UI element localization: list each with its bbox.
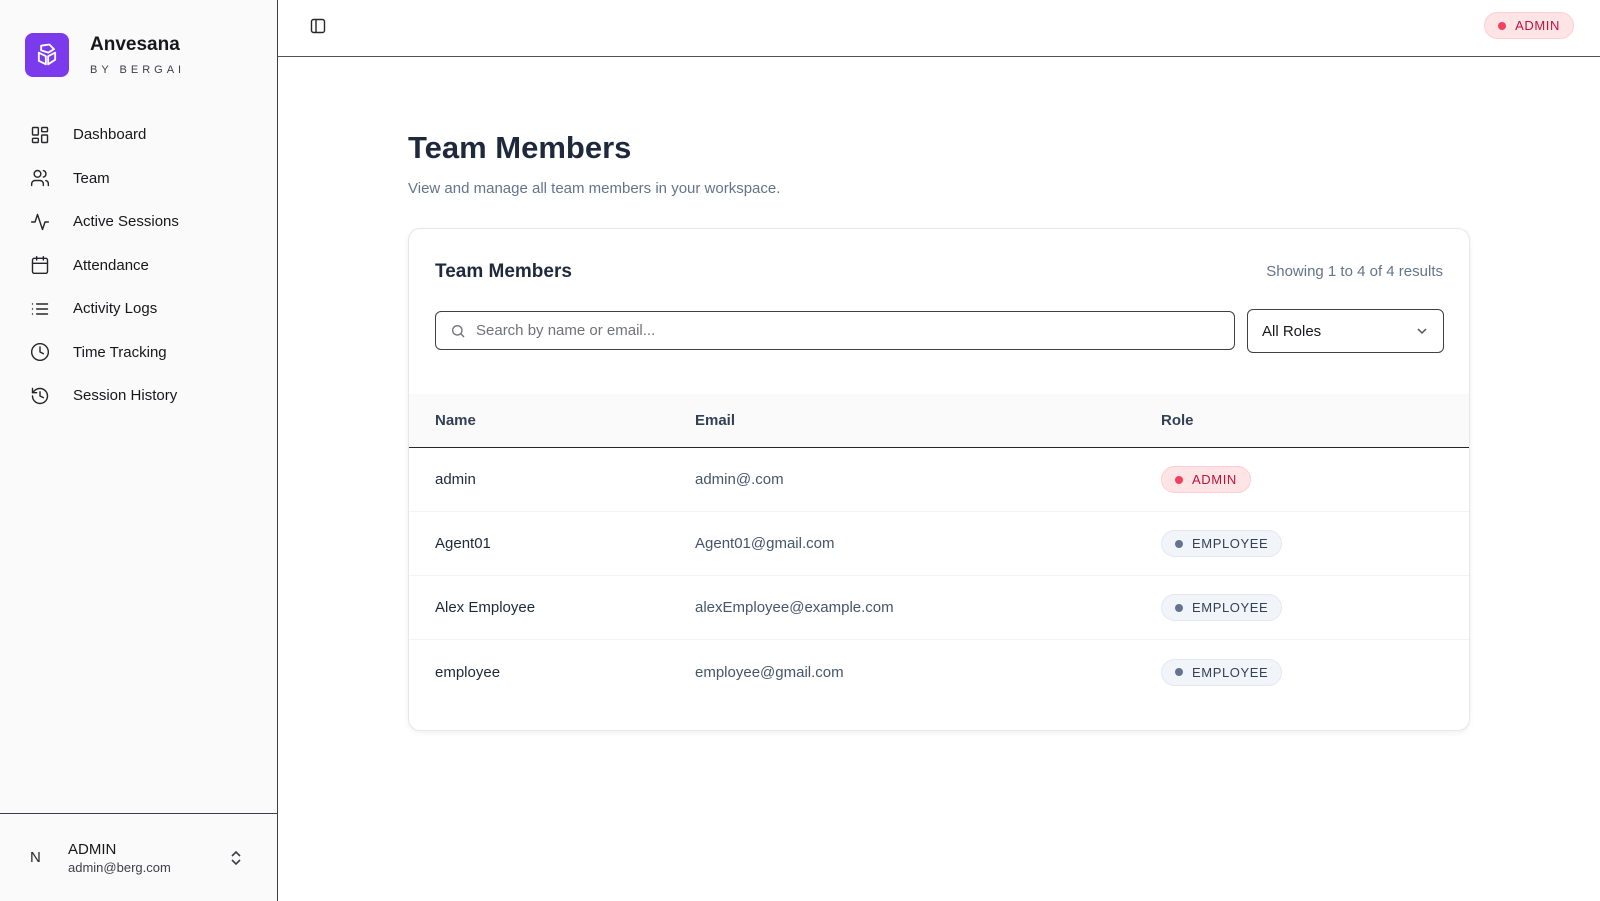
team-members-card: Team Members Showing 1 to 4 of 4 results… xyxy=(408,228,1470,731)
sidebar: Anvesana BY BERGAI Dashboard Team Active… xyxy=(0,0,278,901)
sidebar-item-label: Activity Logs xyxy=(73,300,158,318)
status-dot xyxy=(1175,475,1183,484)
sidebar-item-dashboard[interactable]: Dashboard xyxy=(0,113,277,157)
brand[interactable]: Anvesana BY BERGAI xyxy=(25,33,185,77)
status-dot xyxy=(1175,539,1183,548)
results-count: Showing 1 to 4 of 4 results xyxy=(1266,263,1443,280)
role-label: EMPLOYEE xyxy=(1192,536,1269,551)
sidebar-item-label: Dashboard xyxy=(73,126,147,144)
column-header-role[interactable]: Role xyxy=(1161,412,1194,429)
chevrons-up-down-icon[interactable] xyxy=(229,849,243,867)
role-badge: ADMIN xyxy=(1161,466,1251,493)
role-filter-select[interactable]: All Roles xyxy=(1247,309,1444,353)
member-name: Alex Employee xyxy=(435,599,536,616)
sidebar-item-label: Session History xyxy=(73,387,178,405)
member-name: Agent01 xyxy=(435,535,491,552)
search-icon xyxy=(452,324,465,337)
sidebar-item-team[interactable]: Team xyxy=(0,157,277,201)
brand-name: Anvesana xyxy=(90,34,180,55)
sidebar-item-time-tracking[interactable]: Time Tracking xyxy=(0,331,277,375)
page-subtitle: View and manage all team members in your… xyxy=(408,180,781,197)
sidebar-item-active-sessions[interactable]: Active Sessions xyxy=(0,200,277,244)
role-label: EMPLOYEE xyxy=(1192,664,1269,680)
sidebar-toggle-icon[interactable] xyxy=(310,18,326,34)
role-badge: EMPLOYEE xyxy=(1161,530,1283,557)
member-email: Agent01@gmail.com xyxy=(695,535,835,552)
users-icon xyxy=(30,170,50,187)
avatar: N xyxy=(30,849,41,866)
sidebar-item-activity-logs[interactable]: Activity Logs xyxy=(0,287,277,331)
table-row[interactable]: Agent01 Agent01@gmail.com EMPLOYEE xyxy=(409,512,1469,576)
table-row[interactable]: employee employee@gmail.com EMPLOYEE xyxy=(409,640,1469,704)
user-email: admin@berg.com xyxy=(68,859,171,875)
role-label: ADMIN xyxy=(1192,472,1237,487)
user-name: ADMIN xyxy=(68,840,117,858)
table-row[interactable]: admin admin@.com ADMIN xyxy=(409,448,1469,512)
search-input[interactable] xyxy=(476,322,1216,339)
member-email: employee@gmail.com xyxy=(695,663,844,681)
user-menu[interactable]: N ADMIN admin@berg.com xyxy=(0,813,277,901)
sidebar-item-session-history[interactable]: Session History xyxy=(0,374,277,418)
brand-subtitle: BY BERGAI xyxy=(90,64,186,76)
status-dot xyxy=(1175,668,1183,676)
search-field[interactable] xyxy=(435,311,1235,350)
role-badge: EMPLOYEE xyxy=(1161,658,1283,686)
sidebar-nav: Dashboard Team Active Sessions Attendanc… xyxy=(0,113,277,418)
logo-icon xyxy=(25,33,69,77)
status-dot xyxy=(1498,21,1507,30)
sidebar-item-label: Attendance xyxy=(73,256,149,274)
status-dot xyxy=(1175,603,1183,612)
member-email: alexEmployee@example.com xyxy=(695,599,894,616)
sidebar-item-attendance[interactable]: Attendance xyxy=(0,244,277,288)
role-badge: ADMIN xyxy=(1484,12,1574,39)
card-title: Team Members xyxy=(435,261,572,282)
members-table: Name Email Role admin admin@.com ADMIN A… xyxy=(409,394,1469,704)
activity-icon xyxy=(30,213,50,230)
list-icon xyxy=(31,303,49,315)
role-badge: EMPLOYEE xyxy=(1161,594,1283,621)
column-header-name[interactable]: Name xyxy=(435,412,476,429)
sidebar-item-label: Time Tracking xyxy=(73,343,167,361)
role-label: ADMIN xyxy=(1515,18,1560,33)
chevron-down-icon xyxy=(1417,328,1427,335)
page-title: Team Members xyxy=(408,130,632,165)
history-icon xyxy=(31,387,49,404)
table-row[interactable]: Alex Employee alexEmployee@example.com E… xyxy=(409,576,1469,640)
top-header: ADMIN xyxy=(278,0,1600,57)
column-header-email[interactable]: Email xyxy=(695,412,736,429)
member-name: admin xyxy=(435,471,476,488)
role-filter-value: All Roles xyxy=(1262,322,1322,340)
member-name: employee xyxy=(435,663,501,681)
dashboard-icon xyxy=(31,126,49,143)
calendar-icon xyxy=(31,256,49,275)
member-email: admin@.com xyxy=(695,471,784,488)
sidebar-item-label: Team xyxy=(73,169,110,187)
sidebar-item-label: Active Sessions xyxy=(73,213,179,231)
table-header: Name Email Role xyxy=(409,394,1469,448)
role-label: EMPLOYEE xyxy=(1192,600,1269,615)
clock-icon xyxy=(30,343,50,362)
